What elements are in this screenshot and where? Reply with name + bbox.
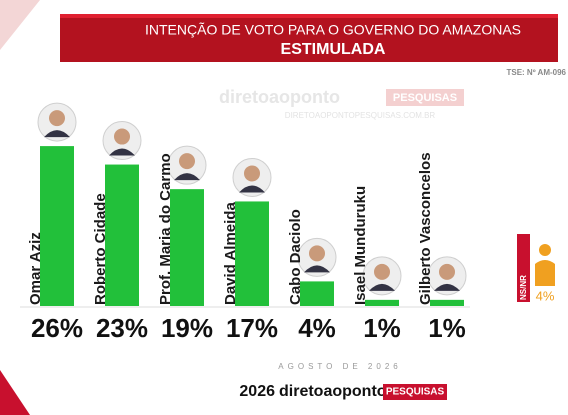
portrait-body <box>109 148 135 156</box>
footer-brand: diretoaoponto <box>279 383 387 400</box>
value-label: 1% <box>428 313 466 343</box>
category-label: Prof. Maria do Carmo <box>157 153 174 305</box>
portrait-body <box>434 283 460 291</box>
title-banner-stripe <box>60 14 558 18</box>
portrait-body <box>369 283 395 291</box>
watermark-tag: PESQUISAS <box>393 92 457 104</box>
portrait-head <box>114 128 130 145</box>
undecided-box <box>517 234 530 302</box>
undecided-icon-head <box>539 244 551 256</box>
bar <box>430 299 464 306</box>
decoration <box>0 0 40 50</box>
chart-subtitle: ESTIMULADA <box>281 41 386 58</box>
bar <box>105 164 139 306</box>
category-label: Isael Munduruku <box>352 186 369 305</box>
value-label: 1% <box>363 313 401 343</box>
undecided-icon <box>535 260 555 286</box>
footer-tag: PESQUISAS <box>386 387 445 398</box>
bar <box>40 146 74 306</box>
category-label: Gilberto Vasconcelos <box>417 152 434 305</box>
portrait-body <box>44 130 70 138</box>
undecided-value-label: 4% <box>536 288 555 303</box>
category-label: Omar Aziz <box>27 232 44 305</box>
footer-tag-box <box>383 384 447 400</box>
portrait-body <box>304 265 330 273</box>
category-label: David Almeida <box>222 202 239 305</box>
portrait-body <box>239 185 265 193</box>
watermark-tag-box <box>386 89 464 106</box>
portrait-head <box>374 263 390 280</box>
portrait-head <box>309 245 325 262</box>
portrait-head <box>179 153 195 170</box>
watermark-brand: diretoaoponto <box>219 87 340 107</box>
undecided-label: NS/NR <box>519 275 528 300</box>
date: AGOSTO DE 2026 <box>278 362 401 371</box>
category-label: Cabo Daciolo <box>287 209 304 305</box>
bar <box>170 189 204 306</box>
title-banner <box>60 14 558 62</box>
category-label: Roberto Cidade <box>92 193 109 305</box>
registration: TSE: Nº AM-096 <box>506 68 566 77</box>
bar <box>235 201 269 306</box>
bar <box>300 281 334 306</box>
portrait-head <box>439 263 455 280</box>
footer-year: 2026 <box>239 383 275 400</box>
watermark-site: DIRETOAOPONTOPESQUISAS.COM.BR <box>285 111 436 120</box>
value-label: 19% <box>161 313 213 343</box>
bar <box>365 299 399 306</box>
portrait-head <box>49 110 65 127</box>
chart-title: INTENÇÃO DE VOTO PARA O GOVERNO DO AMAZO… <box>145 22 521 38</box>
portrait-head <box>244 165 260 182</box>
portrait-body <box>174 173 200 181</box>
decoration <box>0 370 30 415</box>
value-label: 17% <box>226 313 278 343</box>
value-label: 26% <box>31 313 83 343</box>
value-label: 23% <box>96 313 148 343</box>
value-label: 4% <box>298 313 336 343</box>
